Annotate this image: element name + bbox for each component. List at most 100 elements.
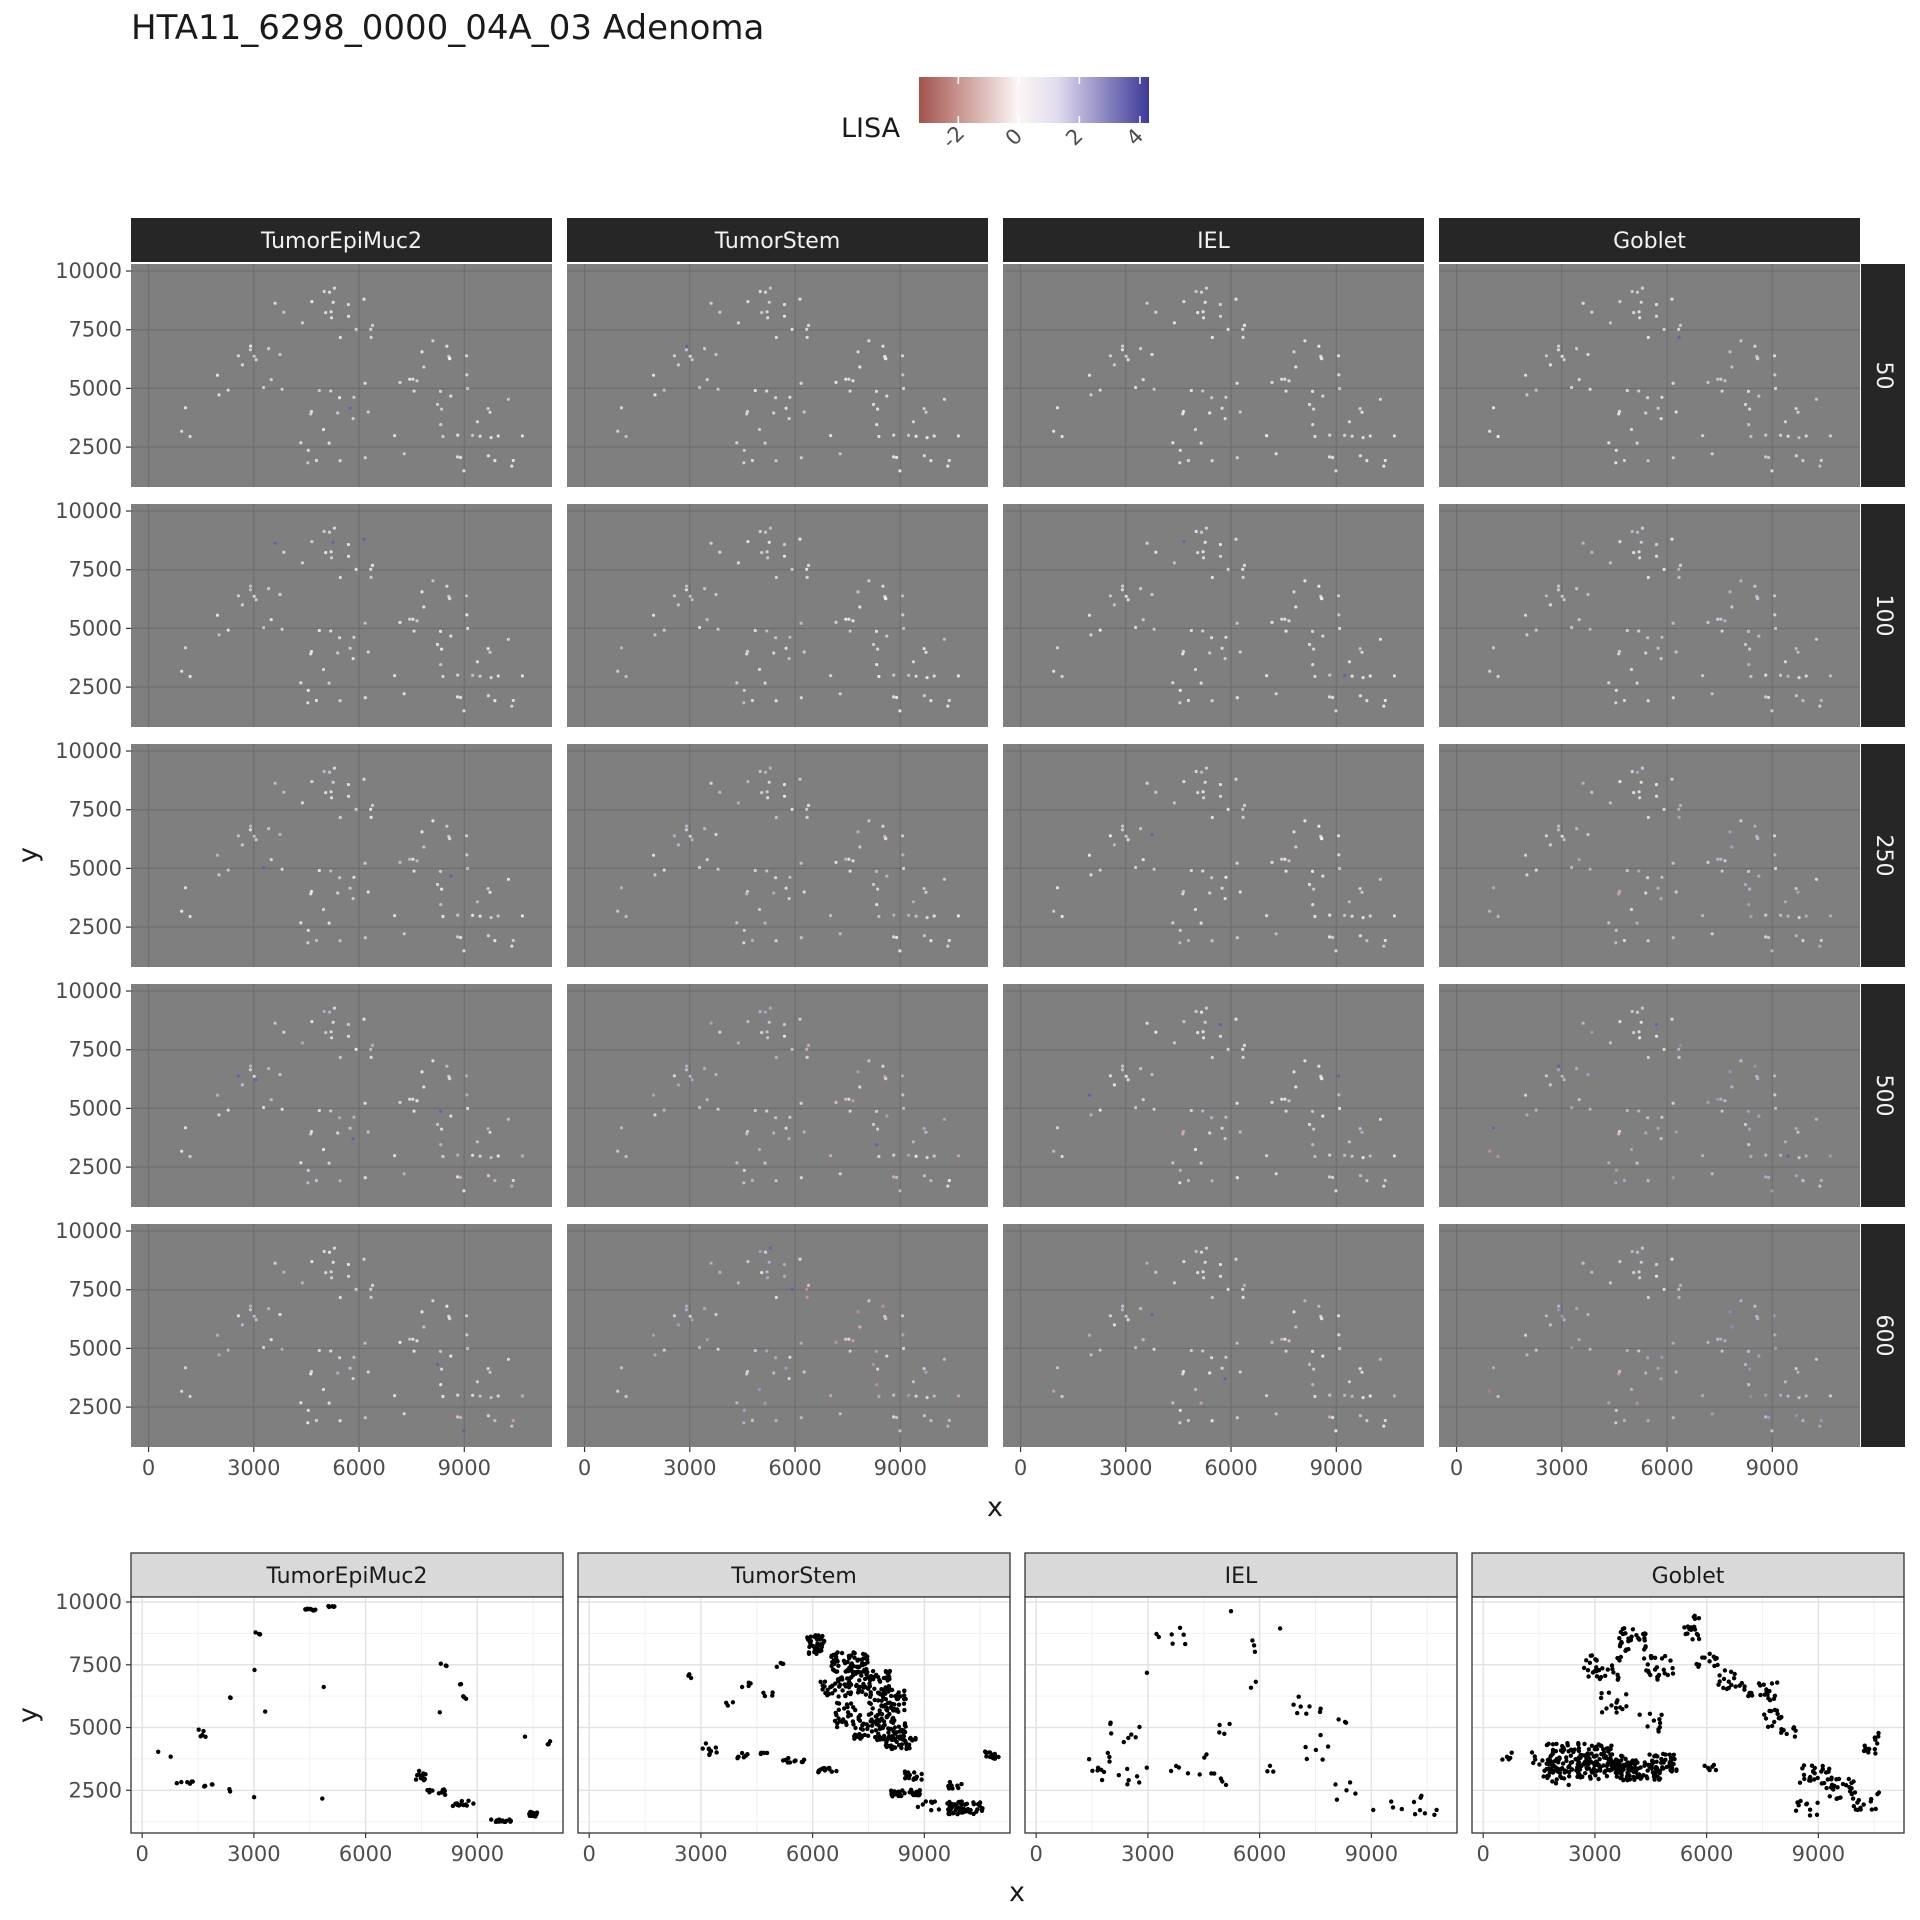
data-point <box>461 1694 466 1699</box>
data-point <box>818 1679 823 1685</box>
data-point <box>1793 1808 1799 1813</box>
data-point <box>1664 1764 1670 1770</box>
y-tick-label: 5000 <box>69 1336 122 1360</box>
data-point <box>929 1808 934 1813</box>
data-point <box>1600 1666 1605 1671</box>
data-point <box>1564 1758 1569 1764</box>
data-point <box>1642 1638 1647 1643</box>
lisa-panel: 2500 5000 7500 10000 <box>55 979 552 1207</box>
data-point <box>847 1676 852 1681</box>
data-point <box>1742 1687 1747 1692</box>
row-strip-label: 50 <box>1871 362 1896 390</box>
y-tick-label: 2500 <box>69 1778 122 1802</box>
y-tick-label: 2500 <box>69 435 122 459</box>
data-point <box>1137 1724 1142 1730</box>
lisa-points <box>1052 526 1396 713</box>
data-point <box>1645 1724 1650 1729</box>
x-axis-label: x <box>987 1492 1003 1523</box>
data-point <box>911 1791 917 1797</box>
data-point <box>1645 1662 1651 1667</box>
data-point <box>196 1727 201 1732</box>
column-strip: TumorStem <box>567 218 988 262</box>
data-point <box>899 1742 904 1747</box>
data-point <box>872 1697 877 1703</box>
x-tick-label: 3000 <box>1121 1842 1174 1866</box>
data-point <box>440 1787 445 1793</box>
data-point <box>320 1796 325 1801</box>
y-tick-label: 7500 <box>69 1278 122 1302</box>
data-point <box>1599 1751 1604 1757</box>
panel-background <box>1003 504 1424 727</box>
column-strip: IEL <box>1003 218 1424 262</box>
data-point <box>1320 1757 1325 1762</box>
data-point <box>1692 1627 1698 1632</box>
data-point <box>1615 1764 1620 1770</box>
data-point <box>1656 1672 1662 1678</box>
data-point <box>1654 1759 1659 1765</box>
column-strip-label: IEL <box>1197 229 1230 254</box>
data-point <box>1540 1758 1545 1763</box>
data-point <box>1657 1768 1662 1774</box>
lisa-points <box>1052 766 1396 953</box>
data-point <box>1614 1774 1620 1779</box>
x-tick-label: 6000 <box>786 1842 839 1866</box>
data-point <box>305 1606 311 1612</box>
x-tick-label: 6000 <box>1204 1456 1257 1480</box>
data-point <box>1868 1799 1874 1804</box>
data-point <box>904 1742 910 1747</box>
data-point <box>1663 1757 1668 1763</box>
data-point <box>1672 1756 1677 1762</box>
data-point <box>959 1810 964 1815</box>
data-point <box>1267 1763 1273 1769</box>
data-point <box>1555 1769 1561 1774</box>
data-point <box>1594 1658 1599 1663</box>
data-point <box>888 1726 893 1732</box>
x-tick-label: 6000 <box>1680 1842 1733 1866</box>
data-point <box>860 1689 865 1695</box>
data-point <box>1248 1685 1254 1690</box>
data-point <box>1134 1774 1140 1779</box>
data-point <box>1779 1715 1784 1720</box>
data-point <box>805 1635 810 1640</box>
data-point <box>979 1808 985 1814</box>
data-point <box>416 1768 422 1774</box>
data-point <box>947 1779 953 1785</box>
data-point <box>1580 1753 1585 1758</box>
data-point <box>1876 1730 1881 1736</box>
data-point <box>1173 1763 1179 1769</box>
lisa-points <box>1488 286 1832 473</box>
data-point <box>886 1689 891 1694</box>
data-point <box>1670 1666 1675 1671</box>
legend-colorbar <box>919 77 1149 123</box>
data-point <box>869 1711 874 1716</box>
data-point <box>814 1644 819 1649</box>
x-tick-label: 0 <box>578 1456 591 1480</box>
data-point <box>1855 1800 1860 1805</box>
data-point <box>311 1608 316 1613</box>
data-point <box>903 1696 908 1702</box>
data-point <box>423 1772 428 1777</box>
data-point <box>857 1718 863 1723</box>
row-strip-label: 100 <box>1871 595 1896 637</box>
data-point <box>1609 1743 1614 1748</box>
data-point <box>1389 1799 1394 1804</box>
data-point <box>1873 1806 1878 1812</box>
data-point <box>1820 1763 1825 1769</box>
data-point <box>888 1704 894 1710</box>
lisa-panel <box>1003 504 1424 727</box>
data-point <box>1638 1765 1643 1770</box>
data-point <box>1250 1638 1255 1643</box>
data-point <box>1599 1691 1604 1696</box>
data-point <box>904 1745 909 1750</box>
data-point <box>825 1687 830 1693</box>
panel-background <box>567 504 988 727</box>
data-point <box>870 1706 875 1711</box>
data-point <box>1095 1765 1101 1771</box>
data-point <box>1594 1760 1600 1765</box>
data-point <box>1422 1811 1428 1816</box>
data-point <box>865 1726 870 1732</box>
data-point <box>857 1664 862 1669</box>
x-tick-label: 9000 <box>1345 1842 1398 1866</box>
data-point <box>1605 1746 1611 1751</box>
data-point <box>818 1642 824 1647</box>
